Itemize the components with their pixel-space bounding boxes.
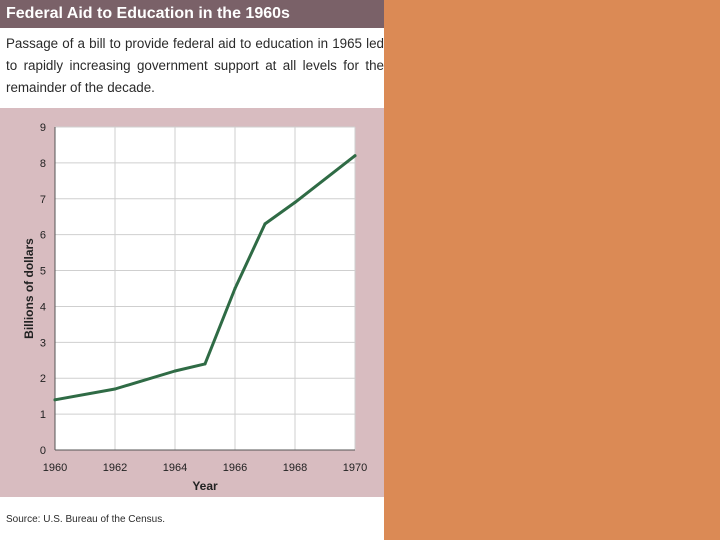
data-point	[113, 387, 117, 391]
plot-area	[55, 127, 355, 450]
y-tick-label: 0	[40, 445, 46, 457]
source-note: Source: U.S. Bureau of the Census.	[6, 514, 165, 525]
x-tick-label: 1966	[223, 462, 247, 474]
data-point	[353, 154, 357, 158]
y-tick-label: 9	[40, 122, 46, 134]
x-tick-label: 1962	[103, 462, 127, 474]
y-tick-label: 7	[40, 194, 46, 206]
figure-panel: Federal Aid to Education in the 1960s Pa…	[0, 0, 384, 525]
x-tick-label: 1964	[163, 462, 187, 474]
y-tick-label: 3	[40, 337, 46, 349]
data-point	[173, 369, 177, 373]
data-point	[293, 200, 297, 204]
y-tick-label: 8	[40, 158, 46, 170]
y-tick-label: 4	[40, 301, 46, 313]
x-tick-label: 1960	[43, 462, 67, 474]
x-tick-label: 1968	[283, 462, 307, 474]
y-tick-label: 5	[40, 266, 46, 278]
data-point	[233, 287, 237, 290]
orange-panel	[384, 0, 720, 540]
figure-caption: Passage of a bill to provide federal aid…	[6, 36, 384, 95]
figure-title: Federal Aid to Education in the 1960s	[0, 0, 384, 28]
x-axis-label: Year	[192, 479, 218, 493]
y-tick-label: 6	[40, 230, 46, 242]
data-point	[203, 362, 207, 366]
y-axis-label: Billions of dollars	[22, 238, 36, 339]
data-point	[263, 222, 267, 226]
x-tick-label: 1970	[343, 462, 367, 474]
data-point	[53, 398, 57, 402]
line-chart: 0 1 2 3 4 5 6 7 8 9 1960 1962 1964 1966 1968 1970 Year Bi…	[22, 122, 367, 493]
y-tick-label: 2	[40, 373, 46, 385]
data-series-line	[53, 154, 357, 402]
y-tick-label: 1	[40, 409, 46, 421]
